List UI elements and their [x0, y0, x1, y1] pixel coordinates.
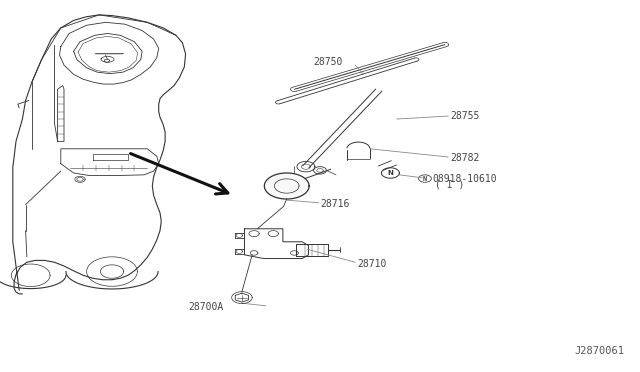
Polygon shape	[264, 173, 309, 199]
Text: 08918-10610: 08918-10610	[433, 174, 497, 183]
Text: 28716: 28716	[320, 199, 349, 209]
Text: N: N	[423, 176, 427, 182]
Text: N: N	[387, 170, 394, 176]
Text: J2870061: J2870061	[574, 346, 624, 356]
Polygon shape	[381, 168, 399, 178]
Text: 28750: 28750	[313, 58, 342, 67]
Text: 28755: 28755	[450, 111, 479, 121]
Text: 28782: 28782	[450, 153, 479, 163]
Text: 28710: 28710	[357, 259, 387, 269]
Text: ( I ): ( I )	[435, 180, 465, 190]
Text: 28700A: 28700A	[189, 302, 224, 312]
